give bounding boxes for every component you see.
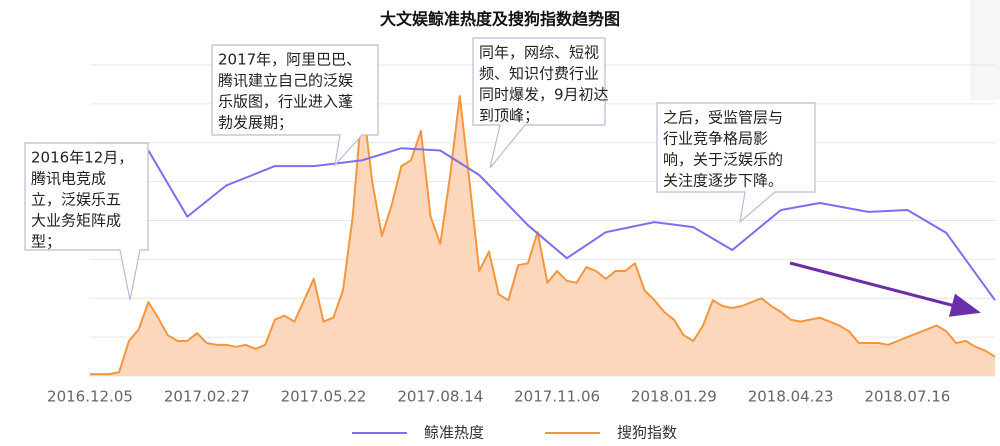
callout-text: 勃发展期；: [218, 114, 293, 132]
side-bar: [970, 0, 1000, 100]
callout-text: 同年，网综、短视: [479, 44, 599, 62]
x-tick-label: 2017.02.27: [164, 388, 250, 406]
callout-text: 大业务矩阵成: [31, 212, 121, 230]
callout-text: 到顶峰；: [479, 107, 539, 125]
x-tick-label: 2018.04.23: [748, 388, 834, 406]
x-tick-label: 2017.11.06: [514, 388, 600, 406]
callout-box: [24, 142, 149, 301]
callout-text: 型；: [31, 233, 61, 251]
callout-text: 关注度逐步下降。: [663, 172, 783, 190]
callout-text: 之后，受监管层与: [663, 109, 783, 127]
callout-box: [211, 44, 379, 167]
x-tick-label: 2018.01.29: [631, 388, 717, 406]
x-tick-label: 2017.08.14: [397, 388, 483, 406]
callout-text: 立，泛娱乐五: [31, 191, 121, 209]
chart-title: 大文娱鲸准热度及搜狗指数趋势图: [380, 10, 620, 29]
area: [90, 96, 995, 376]
callout-text: 同时爆发，9月初达: [479, 86, 609, 104]
legend-label: 搜狗指数: [617, 424, 677, 442]
callout-text: 2017年，阿里巴巴、: [218, 51, 361, 69]
x-tick-label: 2017.05.22: [281, 388, 367, 406]
line: [147, 147, 996, 301]
callout-text: 乐版图，行业进入蓬: [218, 93, 353, 111]
callout-text: 行业竞争格局影: [663, 130, 768, 148]
x-tick-label: 2018.07.16: [864, 388, 950, 406]
plot: [90, 95, 996, 376]
callout-text: 响，关于泛娱乐的: [663, 151, 783, 169]
callout-text: 腾讯电竞成: [31, 170, 106, 188]
callout-text: 频、知识付费行业: [479, 65, 599, 83]
callout-box: [472, 37, 606, 169]
legend-label: 鲸准热度: [424, 424, 484, 442]
callout-box: [656, 102, 816, 224]
trend-arrow: [789, 261, 981, 317]
line: [90, 95, 996, 376]
callout-text: 2016年12月，: [31, 149, 133, 167]
callout-text: 腾讯建立自己的泛娱: [218, 72, 353, 90]
legend: 鲸准热度 搜狗指数: [352, 424, 677, 442]
x-tick-label: 2016.12.05: [47, 388, 133, 406]
